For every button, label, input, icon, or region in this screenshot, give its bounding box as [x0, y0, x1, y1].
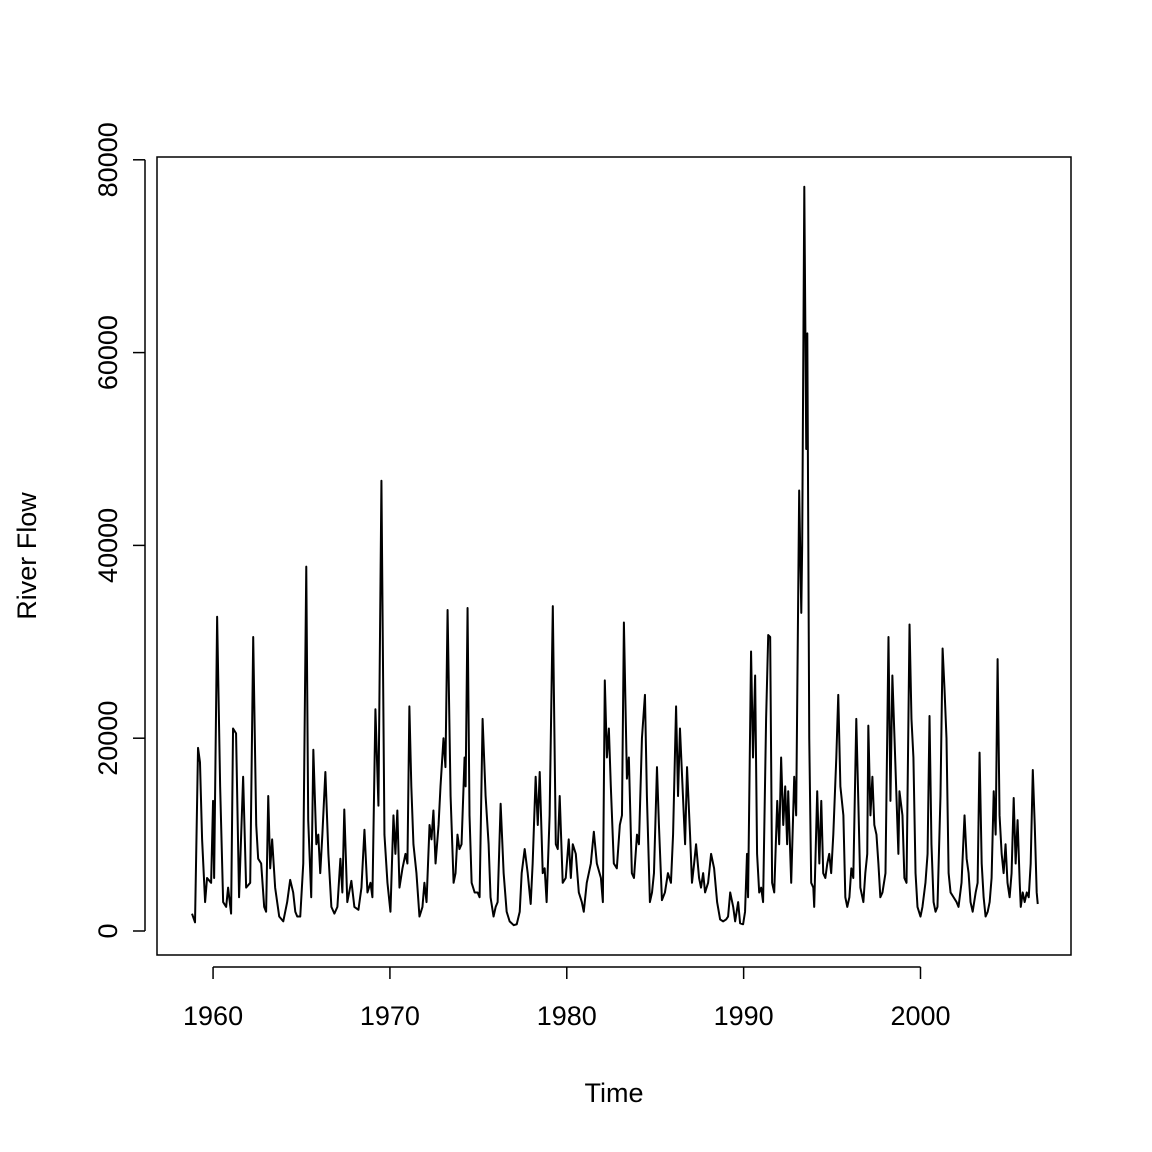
y-axis-label: River Flow: [12, 492, 42, 620]
y-tick-label: 40000: [93, 508, 123, 583]
x-tick-label: 1960: [183, 1001, 243, 1031]
y-tick-label: 20000: [93, 701, 123, 776]
flow-line: [191, 185, 1039, 927]
x-tick-label: 1970: [360, 1001, 420, 1031]
y-tick-label: 60000: [93, 315, 123, 390]
x-axis-label: Time: [585, 1078, 644, 1108]
y-tick-label: 80000: [93, 122, 123, 197]
x-tick-label: 1980: [537, 1001, 597, 1031]
x-tick-label: 1990: [714, 1001, 774, 1031]
plot-box: [156, 156, 1072, 956]
x-tick-label: 2000: [890, 1001, 950, 1031]
y-tick-label: 0: [93, 923, 123, 938]
